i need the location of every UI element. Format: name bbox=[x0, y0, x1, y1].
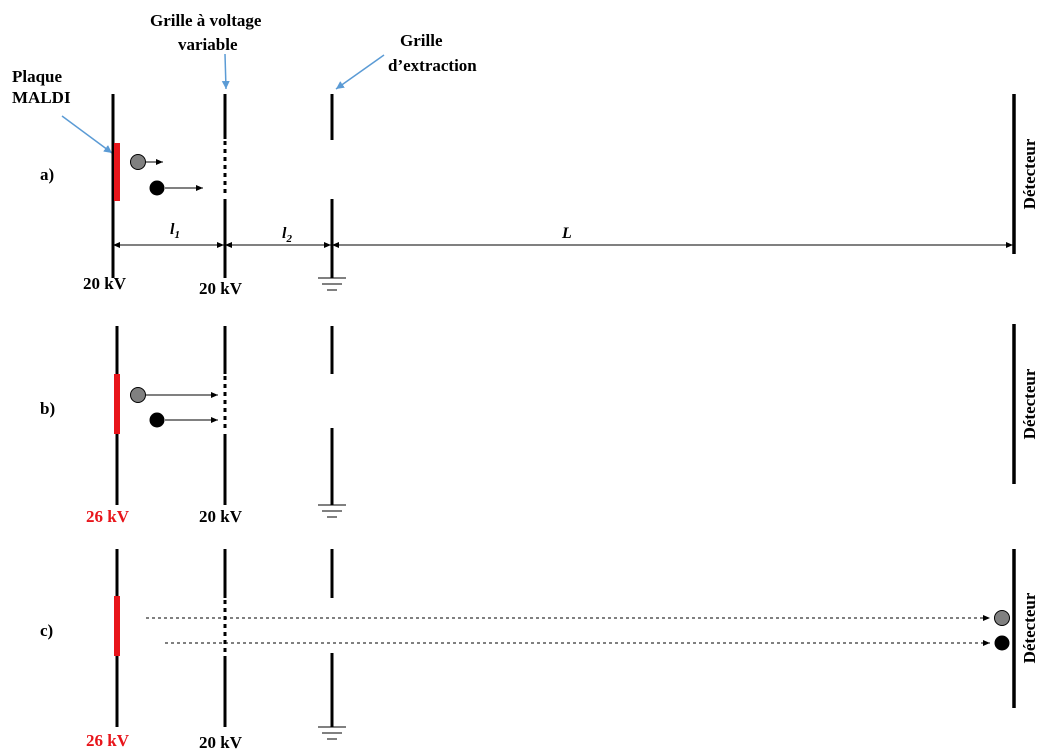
panel-label: a) bbox=[40, 165, 54, 184]
l1-label: l1 bbox=[170, 221, 180, 241]
detector-label: Détecteur bbox=[1020, 592, 1039, 663]
panel-label: c) bbox=[40, 621, 53, 640]
l2-label: l2 bbox=[282, 225, 292, 245]
grille-extraction-pointer-arrow bbox=[335, 54, 385, 90]
maldi-plate-sample bbox=[114, 596, 120, 656]
ground-symbol bbox=[318, 504, 346, 518]
panel-b: b) Détecteur 26 kV 20 kV bbox=[40, 324, 1039, 526]
ground-symbol bbox=[318, 277, 346, 291]
grid-voltage: 20 kV bbox=[199, 279, 243, 298]
light-ion bbox=[994, 610, 1010, 626]
plate-voltage: 26 kV bbox=[86, 507, 130, 526]
grille-variable-label: Grille à voltage variable bbox=[150, 11, 266, 54]
light-ion bbox=[130, 387, 146, 403]
heavy-ion bbox=[994, 635, 1010, 651]
grid-voltage: 20 kV bbox=[199, 507, 243, 526]
maldi-plate-sample bbox=[114, 143, 120, 201]
heavy-ion bbox=[149, 180, 165, 196]
maldi-plate-sample bbox=[114, 374, 120, 434]
grille-extraction-label: Grille d’extraction bbox=[388, 31, 477, 75]
plaque-pointer-arrow bbox=[61, 115, 113, 154]
ground-symbol bbox=[318, 726, 346, 740]
grid-voltage: 20 kV bbox=[199, 733, 243, 752]
detector-label: Détecteur bbox=[1020, 368, 1039, 439]
detector-label: Détecteur bbox=[1020, 138, 1039, 209]
plate-voltage: 20 kV bbox=[83, 274, 127, 293]
plate-voltage: 26 kV bbox=[86, 731, 130, 750]
panel-a: a) Détecteur l1 l2 L 20 kV 20 kV bbox=[40, 94, 1039, 298]
heavy-ion bbox=[149, 412, 165, 428]
panel-c: c) Détecteur 26 kV 20 kV bbox=[40, 549, 1039, 752]
L-label: L bbox=[561, 225, 572, 242]
grille-variable-pointer-arrow bbox=[221, 53, 230, 90]
light-ion bbox=[130, 154, 146, 170]
plaque-maldi-label: Plaque MALDI bbox=[12, 67, 71, 107]
panel-label: b) bbox=[40, 399, 55, 418]
